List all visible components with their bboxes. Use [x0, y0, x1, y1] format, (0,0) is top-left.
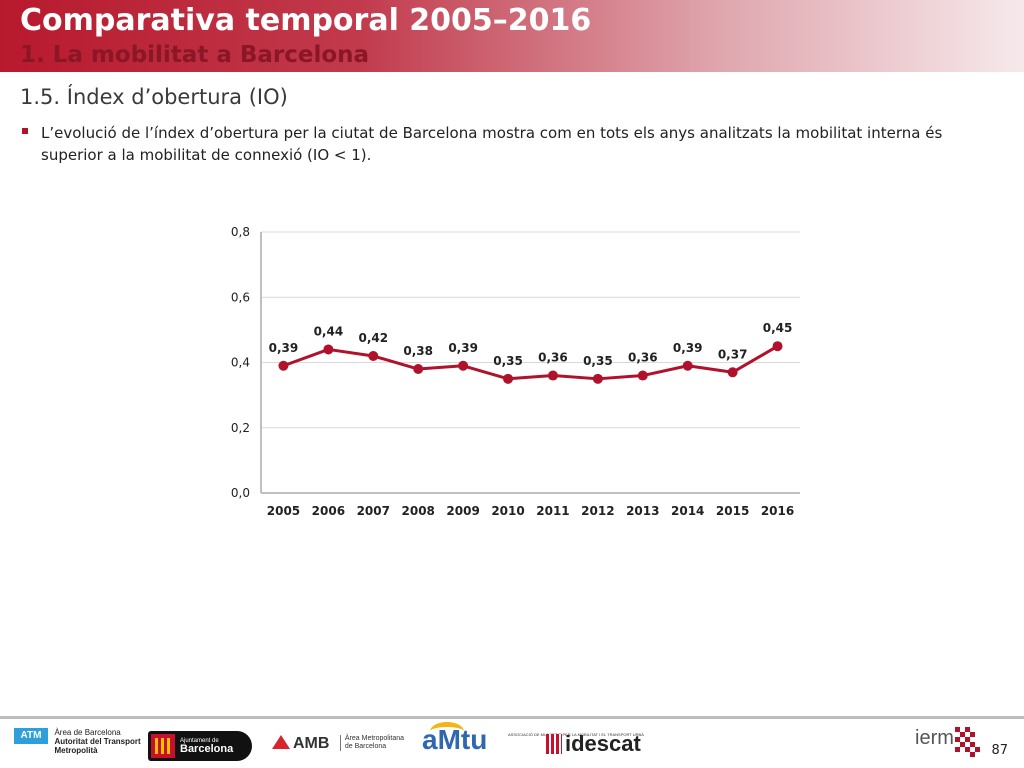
chart-data-labels: 0,39 0,44 0,42 0,38 0,39 0,35 0,36 0,35 0,36 0,39…: [269, 321, 793, 368]
y-tick-label: 0,0: [231, 486, 250, 500]
data-point: [323, 344, 334, 355]
amb-line-2: de Barcelona: [344, 743, 387, 750]
atm-text: Àrea de Barcelona Autoritat del Transpor…: [54, 728, 140, 755]
chart-series: [278, 341, 783, 384]
bullet-square-icon: [22, 128, 28, 134]
x-tick-label: 2008: [402, 504, 435, 518]
data-label: 0,42: [358, 331, 388, 345]
series-line: [282, 344, 779, 381]
amb-name: AMB: [293, 735, 330, 752]
atm-logo: ATM Àrea de Barcelona Autoritat del Tran…: [14, 728, 141, 755]
data-point: [368, 350, 379, 361]
data-label: 0,36: [538, 351, 568, 365]
ajuntament-line-2: Barcelona: [180, 743, 234, 755]
y-tick-label: 0,8: [231, 225, 250, 239]
ierm-pixel-icon: [955, 727, 983, 757]
data-point: [547, 370, 558, 381]
data-point: [413, 364, 424, 375]
data-label: 0,35: [493, 354, 523, 368]
footer-logos: ATM Àrea de Barcelona Autoritat del Tran…: [0, 719, 1024, 768]
x-tick-label: 2010: [491, 504, 524, 518]
y-axis-ticks: 0,0 0,2 0,4 0,6 0,8: [231, 225, 250, 500]
amb-logo: AMB Àrea Metropolitana de Barcelona: [272, 735, 404, 753]
amtu-logo: aMtu ASSOCIACIÓ DE MUNICIPIS PER LA MOBI…: [422, 722, 644, 756]
ajuntament-logo: Ajuntament de Barcelona: [148, 731, 252, 761]
data-point: [682, 360, 693, 371]
data-label: 0,38: [403, 344, 433, 358]
data-label: 0,39: [448, 341, 478, 355]
barcelona-shield-icon: [151, 734, 175, 758]
x-tick-label: 2016: [761, 504, 794, 518]
data-label: 0,39: [269, 341, 299, 355]
y-tick-label: 0,6: [231, 290, 250, 304]
section-title: 1.5. Índex d’obertura (IO): [20, 85, 288, 109]
data-point: [458, 360, 469, 371]
amb-line-1: Àrea Metropolitana: [344, 735, 405, 742]
data-point: [772, 341, 783, 352]
amtu-subtext: ASSOCIACIÓ DE MUNICIPIS PER LA MOBILITAT…: [508, 732, 644, 737]
amtu-arc-icon: [430, 722, 464, 741]
x-tick-label: 2011: [536, 504, 569, 518]
page-subtitle: 1. La mobilitat a Barcelona: [20, 42, 370, 68]
data-label: 0,36: [628, 351, 658, 365]
x-tick-label: 2005: [267, 504, 300, 518]
header-banner: Comparativa temporal 2005–2016 1. La mob…: [0, 0, 1024, 72]
chart-grid: [260, 231, 800, 494]
line-chart: 0,0 0,2 0,4 0,6 0,8 2005 2006 2007 2008 2009 2010…: [231, 225, 800, 518]
footer-divider: [0, 716, 1024, 719]
data-label: 0,37: [718, 347, 748, 361]
amb-subtext: Àrea Metropolitana de Barcelona: [339, 735, 405, 751]
atm-line-1: Àrea de Barcelona: [54, 728, 121, 737]
bullet-text: L’evolució de l’índex d’obertura per la …: [41, 124, 943, 164]
x-tick-label: 2006: [312, 504, 345, 518]
x-tick-label: 2012: [581, 504, 614, 518]
x-tick-label: 2007: [357, 504, 390, 518]
data-point: [727, 367, 738, 378]
y-tick-label: 0,4: [231, 356, 250, 370]
data-label: 0,39: [673, 341, 703, 355]
data-label: 0,45: [763, 321, 793, 335]
atm-badge: ATM: [14, 728, 48, 744]
data-label: 0,35: [583, 354, 613, 368]
x-tick-label: 2013: [626, 504, 659, 518]
x-tick-label: 2009: [446, 504, 479, 518]
atm-line-3: Metropolità: [54, 746, 98, 755]
ajuntament-text: Ajuntament de Barcelona: [180, 737, 233, 755]
y-tick-label: 0,2: [231, 421, 250, 435]
idescat-logo: idescat: [546, 731, 641, 757]
x-tick-label: 2014: [671, 504, 704, 518]
page-number: 87: [991, 743, 1008, 758]
idescat-mark-icon: [546, 734, 562, 754]
data-label: 0,44: [314, 324, 344, 338]
atm-line-2: Autoritat del Transport: [54, 737, 141, 746]
idescat-name: idescat: [565, 731, 641, 756]
ajuntament-line-1: Ajuntament de: [180, 738, 219, 744]
data-point: [278, 360, 289, 371]
page-title: Comparativa temporal 2005–2016: [20, 3, 592, 38]
x-tick-label: 2015: [716, 504, 749, 518]
amb-triangle-icon: [272, 735, 290, 749]
ierm-name: ierm: [915, 727, 954, 749]
data-point: [637, 370, 648, 381]
ierm-logo: ierm: [915, 727, 980, 757]
data-point: [503, 373, 514, 384]
x-axis-ticks: 2005 2006 2007 2008 2009 2010 2011 2012 2013 2014…: [267, 504, 794, 518]
data-point: [592, 373, 603, 384]
